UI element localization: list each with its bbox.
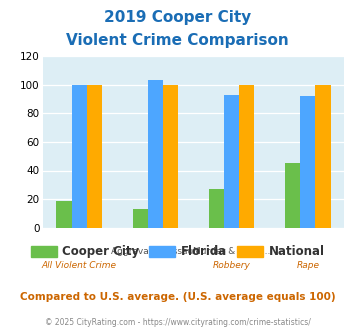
Bar	[315, 85, 331, 228]
Legend: Cooper City, Florida, National: Cooper City, Florida, National	[26, 241, 329, 263]
Text: Compared to U.S. average. (U.S. average equals 100): Compared to U.S. average. (U.S. average …	[20, 292, 335, 302]
Text: Aggravated Assault: Aggravated Assault	[111, 247, 200, 256]
Bar	[132, 209, 148, 228]
Text: Murder & Mans...: Murder & Mans...	[193, 247, 270, 256]
Bar	[72, 85, 87, 228]
Bar	[209, 189, 224, 228]
Bar	[285, 163, 300, 228]
Bar	[239, 85, 255, 228]
Bar	[163, 85, 178, 228]
Text: © 2025 CityRating.com - https://www.cityrating.com/crime-statistics/: © 2025 CityRating.com - https://www.city…	[45, 318, 310, 327]
Bar	[148, 81, 163, 228]
Text: Rape: Rape	[296, 261, 319, 270]
Text: Robbery: Robbery	[213, 261, 251, 270]
Bar	[56, 201, 72, 228]
Text: All Violent Crime: All Violent Crime	[42, 261, 117, 270]
Bar	[87, 85, 102, 228]
Bar	[300, 96, 315, 228]
Text: Violent Crime Comparison: Violent Crime Comparison	[66, 33, 289, 48]
Bar	[224, 95, 239, 228]
Text: 2019 Cooper City: 2019 Cooper City	[104, 10, 251, 25]
